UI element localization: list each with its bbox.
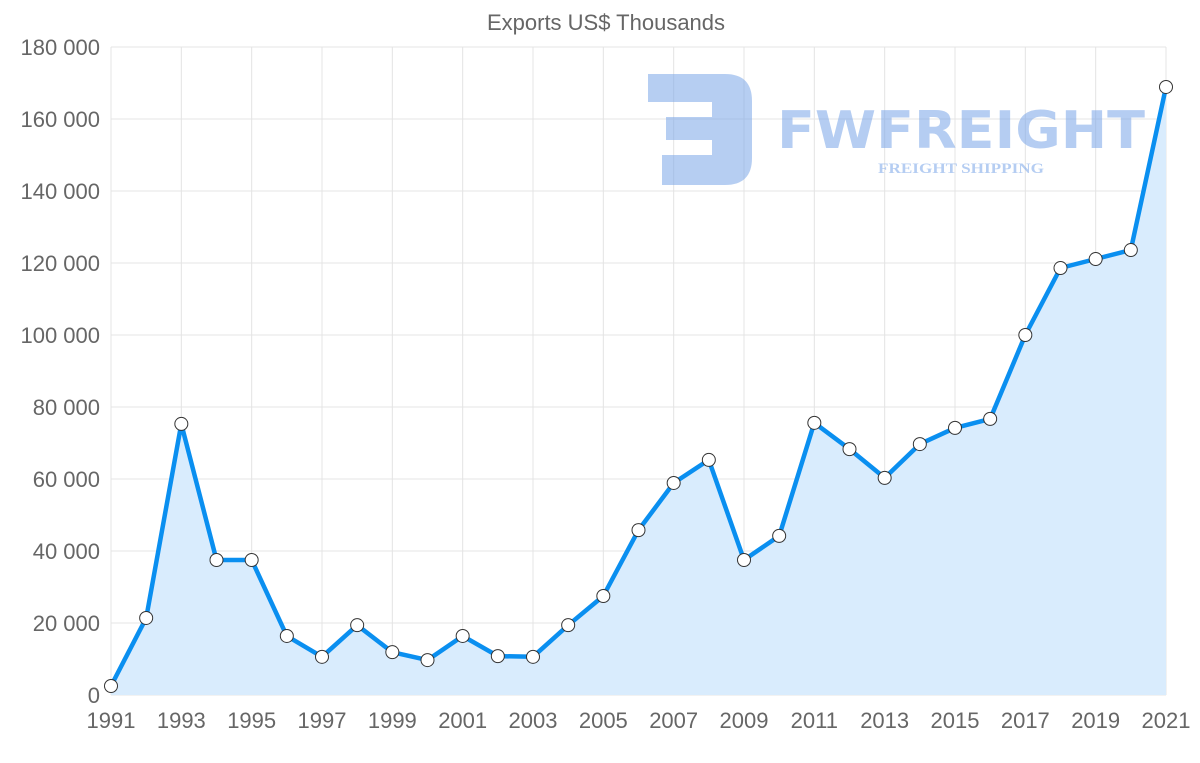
area-fill <box>111 87 1166 695</box>
x-tick-label: 1991 <box>87 708 136 733</box>
x-tick-label: 2009 <box>720 708 769 733</box>
data-point <box>385 645 400 660</box>
x-tick-label: 2013 <box>860 708 909 733</box>
y-tick-label: 140 000 <box>20 179 100 204</box>
x-tick-label: 2001 <box>438 708 487 733</box>
data-point <box>350 618 365 633</box>
data-point <box>174 416 189 431</box>
y-tick-label: 40 000 <box>33 539 100 564</box>
y-tick-label: 60 000 <box>33 467 100 492</box>
x-tick-label: 2011 <box>791 708 838 733</box>
y-tick-label: 80 000 <box>33 395 100 420</box>
data-point <box>1018 328 1033 342</box>
data-point <box>490 649 505 664</box>
y-tick-label: 160 000 <box>20 107 100 132</box>
y-tick-label: 100 000 <box>20 323 100 348</box>
data-point <box>561 618 576 633</box>
data-point <box>772 528 787 543</box>
data-point <box>631 523 646 538</box>
x-tick-label: 2007 <box>649 708 698 733</box>
x-tick-label: 1999 <box>368 708 417 733</box>
data-point <box>315 649 329 664</box>
axes: 0 20 000 40 000 60 000 80 000 100 000 120 000 1… <box>20 35 1190 733</box>
svg-text:FREIGHT SHIPPING: FREIGHT SHIPPING <box>878 161 1044 177</box>
x-tick-label: 2005 <box>579 708 628 733</box>
watermark-logo: FWFREIGHT FREIGHT SHIPPING <box>648 74 1146 185</box>
x-tick-label: 2019 <box>1071 708 1120 733</box>
data-point <box>526 649 540 664</box>
data-point <box>1123 243 1138 258</box>
y-tick-label: 180 000 <box>20 35 100 60</box>
svg-text:FWFREIGHT: FWFREIGHT <box>777 101 1146 161</box>
data-point <box>737 553 751 567</box>
data-point <box>1159 79 1173 94</box>
x-tick-label: 1993 <box>157 708 206 733</box>
x-tick-label: 2017 <box>1001 708 1050 733</box>
y-tick-label: 120 000 <box>20 251 100 276</box>
data-point <box>807 415 822 430</box>
data-point <box>666 475 681 490</box>
x-tick-label: 1997 <box>298 708 347 733</box>
data-point <box>596 589 611 603</box>
data-point <box>455 628 470 643</box>
chart-title: Exports US$ Thousands <box>487 10 725 35</box>
data-point <box>948 420 962 435</box>
y-tick-label: 0 <box>88 683 100 708</box>
x-tick-label: 1995 <box>227 708 276 733</box>
data-point <box>139 610 154 625</box>
data-point <box>104 679 118 693</box>
data-point <box>209 553 224 567</box>
data-point <box>1088 252 1103 267</box>
data-point <box>420 653 435 668</box>
x-tick-label: 2021 <box>1142 708 1191 733</box>
data-point <box>1053 261 1068 276</box>
x-tick-label: 2015 <box>931 708 980 733</box>
y-tick-label: 20 000 <box>33 611 100 636</box>
data-point <box>877 470 892 485</box>
data-point <box>983 411 998 426</box>
data-point <box>279 628 294 643</box>
x-tick-label: 2003 <box>509 708 558 733</box>
data-point <box>912 437 927 452</box>
series-exports <box>104 79 1173 695</box>
data-point <box>842 442 857 457</box>
data-point <box>244 553 259 567</box>
data-point <box>701 452 716 467</box>
